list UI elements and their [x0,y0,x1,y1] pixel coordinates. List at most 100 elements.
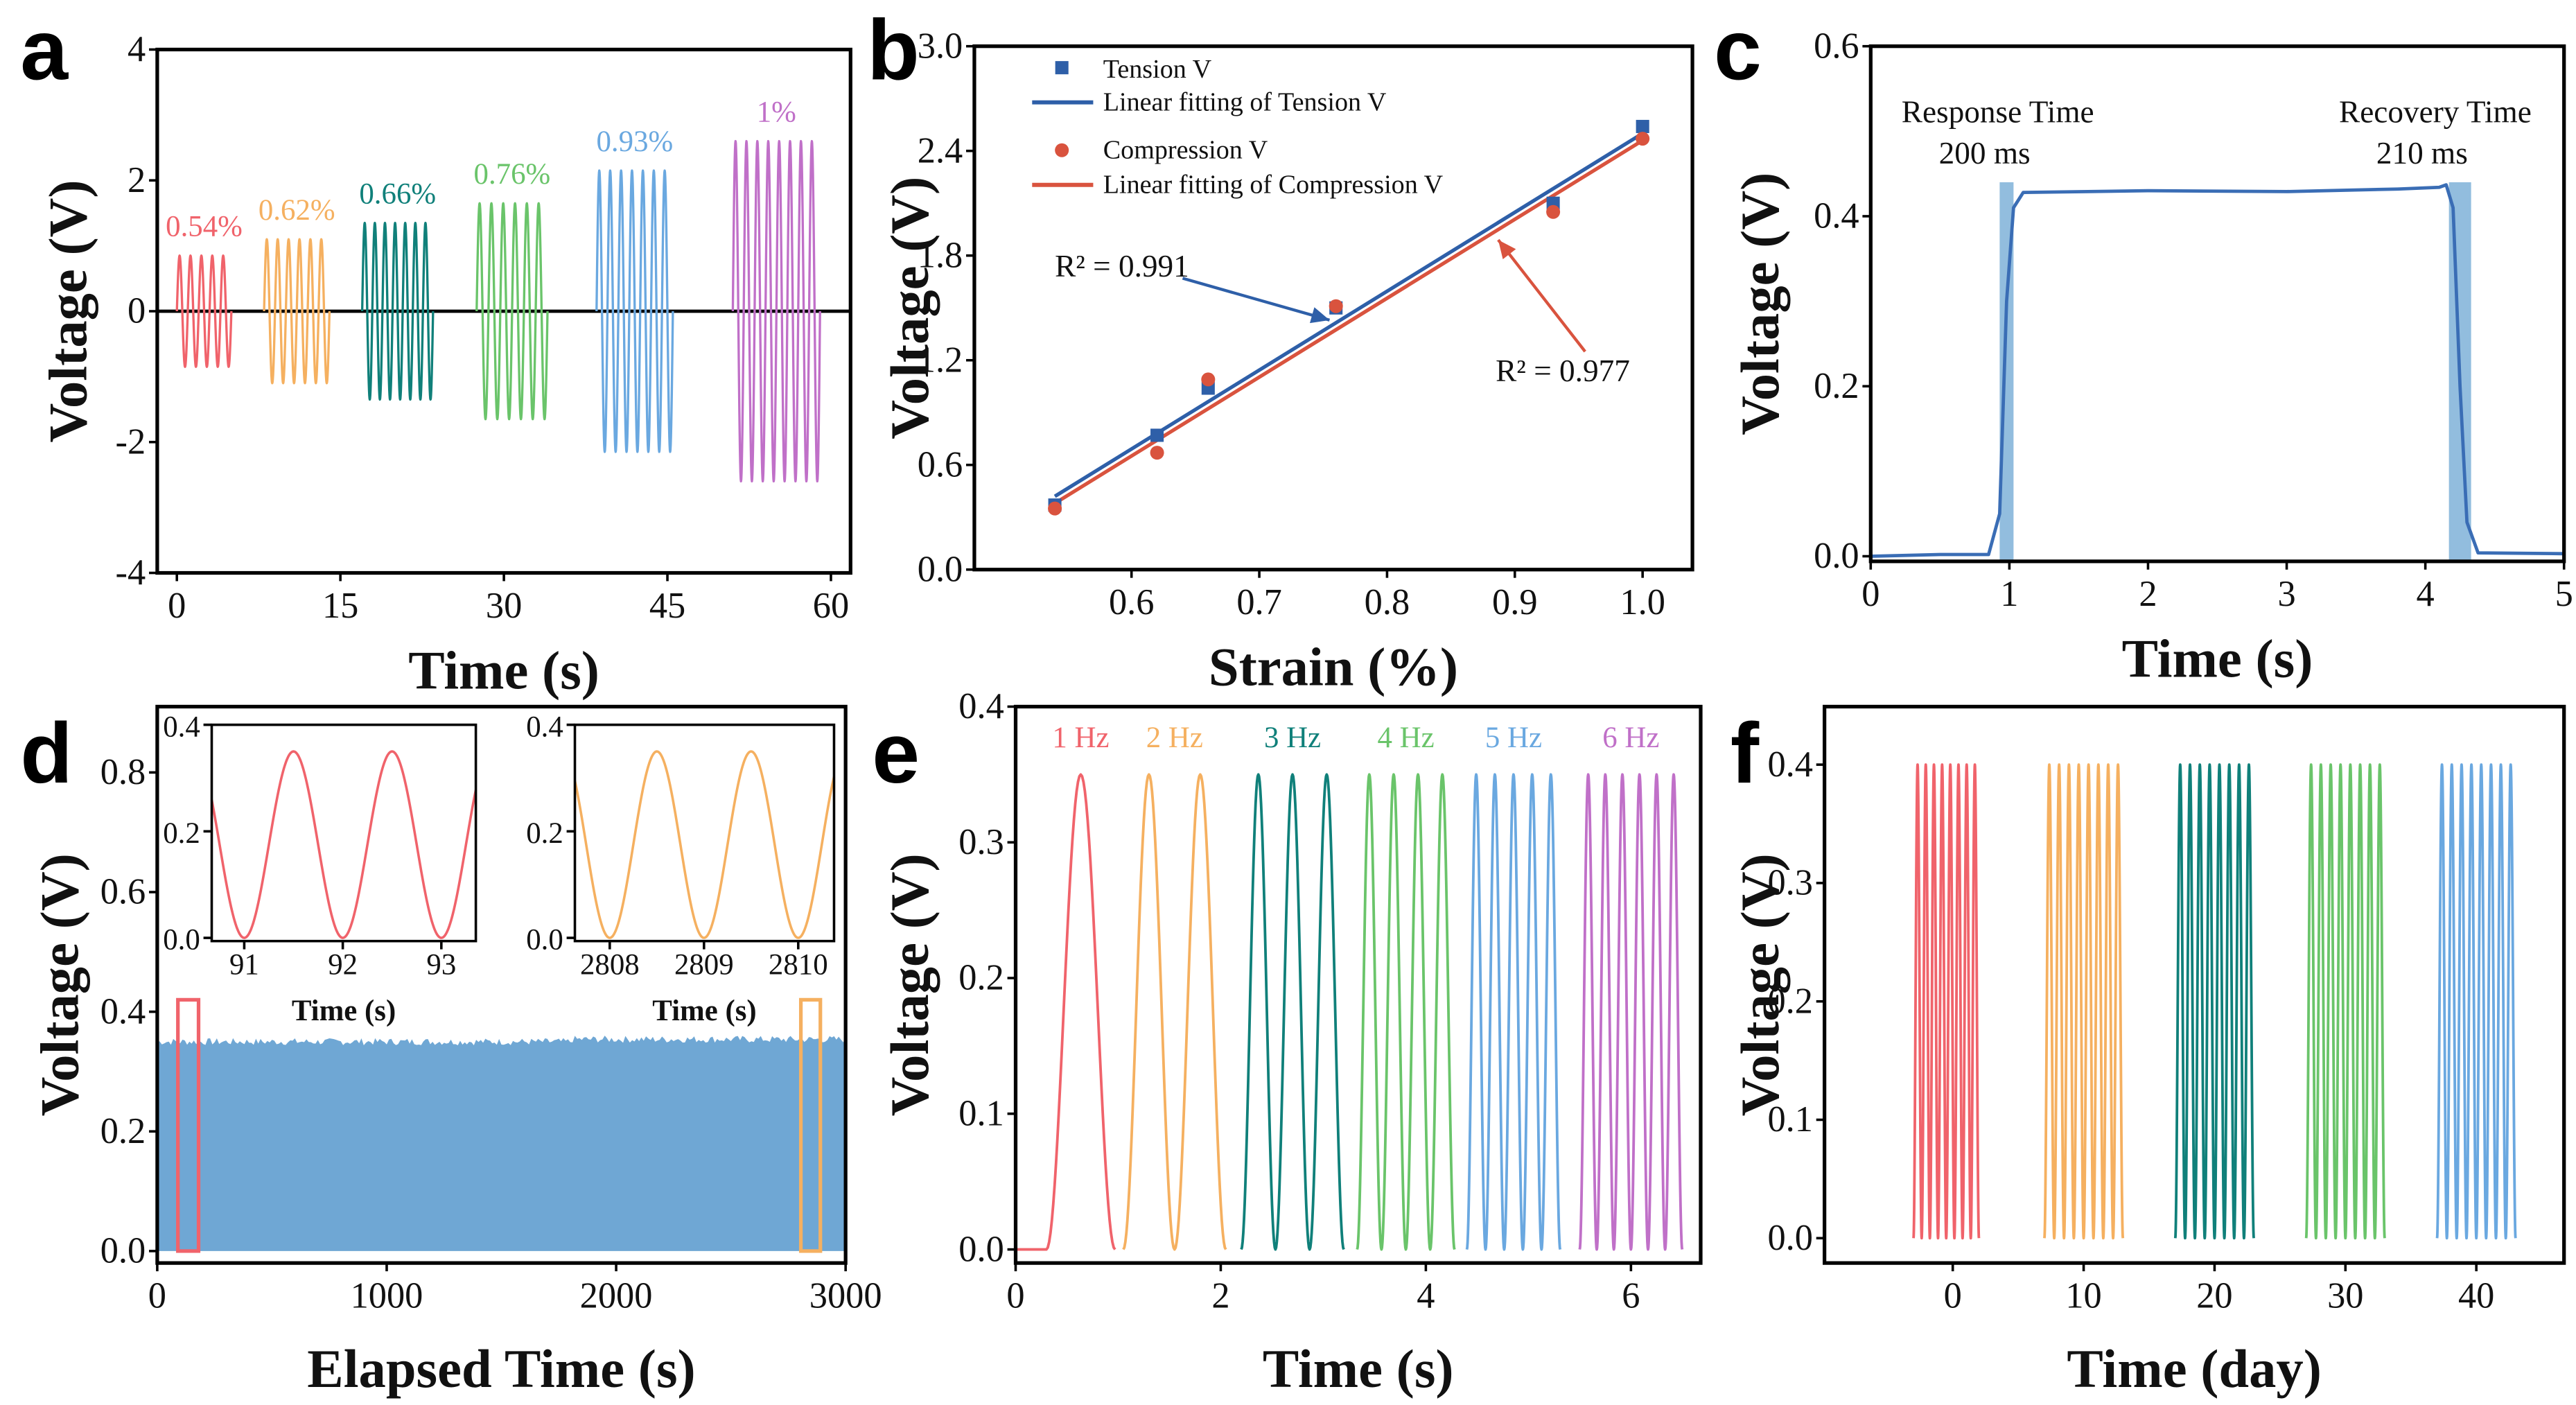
series-label: 0.66% [359,177,436,210]
y-tick-label: 0.2 [163,817,200,850]
data-point-circle [1546,204,1561,219]
series-line [263,238,331,385]
r2-label: R² = 0.991 [1055,249,1189,283]
arrow-line [1182,277,1331,322]
y-axis-title: Voltage (V) [1731,853,1791,1116]
panel-a: a 0.54% 0.62% 0.66% 0.76% 0.93% 1% 0 15 30 45 60 -4 -… [20,2,852,701]
y-tick-label: 0.4 [100,991,146,1031]
y-tick-label: 3.0 [918,26,963,66]
data-point-circle [1636,132,1650,146]
inset-line [573,750,836,939]
axes-frame [1013,704,1703,1265]
y-axis-title: Voltage (V) [30,853,91,1116]
series-line [1356,773,1456,1251]
annotation-title: Recovery Time [2339,94,2532,129]
y-tick-label: 0.0 [958,1229,1004,1269]
legend-label: Tension V [1103,55,1212,84]
y-tick-label: 0.0 [918,549,963,589]
legend-label: Linear fitting of Tension V [1103,88,1387,117]
highlight-box [176,997,201,1253]
legend-marker-circle [1055,143,1069,157]
x-axis-title: Time (s) [408,640,599,701]
x-tick-label: 30 [486,586,522,626]
y-tick-label: 0.4 [526,710,563,743]
annotation-value: 210 ms [2376,136,2468,171]
x-tick-label: 0.8 [1365,582,1410,622]
x-tick-label: 60 [813,586,849,626]
x-tick-label: 92 [328,948,358,981]
x-tick-label: 3000 [809,1275,882,1316]
axes-frame [155,704,848,1265]
y-tick-label: 2 [128,160,146,200]
series-line [1465,773,1562,1251]
series-line [1578,773,1684,1251]
x-tick-label: 0.9 [1492,582,1538,622]
x-tick-label: 0.7 [1236,582,1282,622]
data-point-circle [1329,299,1343,313]
y-tick-label: 0.3 [1767,863,1813,903]
inset-x-axis-title: Time (s) [652,995,756,1027]
series-label: 5 Hz [1485,722,1542,754]
panel-letter: e [872,706,920,801]
y-tick-label: 0.6 [918,444,963,485]
y-tick-label: 0.2 [1814,366,1859,406]
series-line [2173,763,2255,1240]
series-label: 1% [757,96,796,128]
x-tick-label: 1.0 [1620,582,1665,622]
y-tick-label: 0.4 [163,710,200,743]
series-line [2435,763,2517,1240]
y-tick-label: 0.3 [958,822,1004,862]
signal-area [157,1036,846,1251]
data-point-circle [1150,446,1164,460]
y-tick-label: 0.8 [100,752,146,792]
arrow-head-icon [1498,240,1516,260]
y-tick-label: 0.2 [958,958,1004,998]
series-line [360,221,435,401]
y-tick-label: 0.6 [100,872,146,912]
inset-background [211,724,476,941]
data-point-square [1636,119,1649,133]
panel-letter: d [20,706,73,801]
y-axis-title: Voltage (V) [1731,173,1791,435]
panel-b: b R² = 0.991 R² = 0.977 Tension V Linear fit… [867,2,1694,697]
x-tick-label: 0.6 [1109,582,1155,622]
series-label: 0.93% [596,125,673,158]
x-tick-label: 1 [2000,574,2018,614]
series-label: 6 Hz [1602,722,1659,754]
data-point-circle [1048,501,1062,516]
x-tick-label: 4 [2417,574,2435,614]
panel-letter: c [1714,2,1762,98]
panel-e: e 1 Hz 2 Hz 3 Hz 4 Hz 5 Hz 6 Hz 0 2 4 6 0.0 0.1 0.2 0.… [872,686,1703,1399]
x-tick-label: 2 [1211,1275,1229,1316]
x-tick-label: 2808 [580,948,640,981]
series-line [1015,773,1116,1251]
series-label: 0.54% [166,210,243,243]
x-tick-label: 2000 [580,1275,653,1316]
y-tick-label: 2.4 [918,130,963,171]
x-tick-label: 2 [2139,574,2157,614]
series-label: 1 Hz [1052,722,1109,754]
annotation-value: 200 ms [1939,136,2031,171]
series-line [2043,763,2125,1240]
y-tick-label: 1.8 [918,235,963,275]
legend-label: Linear fitting of Compression V [1103,171,1444,200]
x-tick-label: 0 [168,586,186,626]
y-tick-label: 4 [128,29,146,69]
data-point-square [1150,428,1164,442]
y-tick-label: 0.2 [1767,981,1813,1021]
series-label: 0.76% [474,158,551,191]
x-tick-label: 10 [2065,1275,2101,1316]
series-line [475,202,549,421]
axes-frame [1822,704,2566,1265]
y-tick-label: -4 [116,552,146,593]
panel-f: f 0 10 20 30 40 0.0 0.1 0.2 0.3 0.4 Time (day) Volta… [1731,704,2566,1399]
y-tick-label: 0.2 [526,817,563,850]
x-axis-title: Time (s) [2122,629,2313,690]
series-line [2304,763,2386,1240]
series-line [1240,773,1345,1251]
legend-marker-square [1055,61,1069,75]
data-point-circle [1201,372,1216,387]
series-line [1122,773,1227,1251]
y-axis-title: Voltage (V) [880,853,940,1116]
